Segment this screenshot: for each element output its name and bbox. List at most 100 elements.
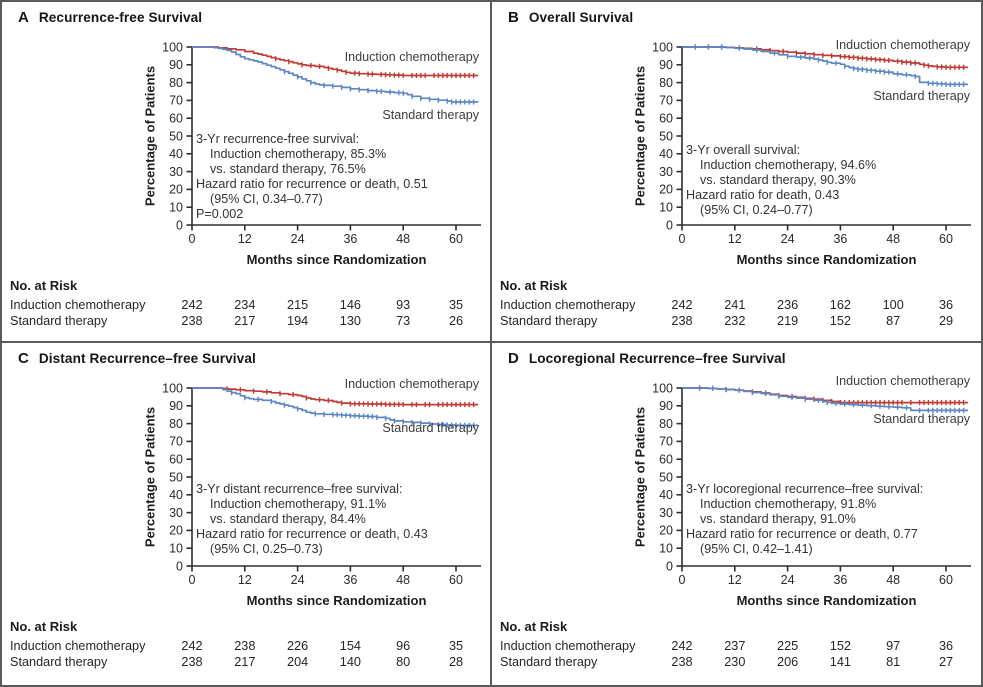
panel-locoregional-recurrence-free-survival: D Locoregional Recurrence–free Survival P… [492, 343, 981, 685]
annotation-line: 3-Yr distant recurrence–free survival: [196, 482, 403, 497]
y-tick-label: 80 [169, 417, 183, 431]
y-tick-label: 20 [659, 524, 673, 538]
annotation-block: 3-Yr recurrence-free survival: Induction … [196, 132, 476, 222]
km-curve [192, 387, 478, 427]
y-tick-label: 50 [169, 129, 183, 143]
y-tick-label: 60 [659, 453, 673, 467]
panel-letter: B [508, 9, 519, 26]
x-tick-label: 48 [886, 573, 900, 587]
x-tick-label: 36 [833, 573, 847, 587]
panel-letter: A [18, 9, 29, 26]
y-tick-label: 40 [659, 488, 673, 502]
y-tick-label: 30 [659, 165, 673, 179]
y-tick-label: 40 [169, 488, 183, 502]
y-tick-label: 100 [162, 381, 183, 395]
panel-title-text: Overall Survival [528, 10, 634, 25]
panel-letter: C [18, 350, 29, 367]
x-tick-label: 60 [939, 232, 953, 246]
series-label-induction: Induction chemotherapy [344, 377, 479, 392]
x-tick-label: 24 [781, 232, 795, 246]
annotation-line: Induction chemotherapy, 91.8% [700, 497, 877, 512]
x-tick-label: 12 [728, 573, 742, 587]
panel-title-text: Locoregional Recurrence–free Survival [528, 351, 786, 366]
x-axis-title: Months since Randomization [246, 593, 427, 608]
x-axis-title: Months since Randomization [736, 593, 917, 608]
x-tick-label: 12 [238, 573, 252, 587]
x-tick-label: 0 [679, 573, 686, 587]
annotation-line: (95% CI, 0.42–1.41) [700, 542, 813, 557]
y-tick-label: 100 [652, 40, 673, 54]
x-tick-label: 12 [238, 232, 252, 246]
x-tick-label: 24 [291, 232, 305, 246]
x-tick-label: 48 [396, 573, 410, 587]
km-curve [682, 46, 968, 86]
annotation-line: Induction chemotherapy, 94.6% [700, 158, 877, 173]
y-tick-label: 90 [169, 58, 183, 72]
y-tick-label: 70 [659, 94, 673, 108]
series-label-standard: Standard therapy [873, 412, 970, 427]
annotation-block: 3-Yr locoregional recurrence–free surviv… [686, 482, 966, 557]
annotation-line: 3-Yr recurrence-free survival: [196, 131, 360, 146]
y-tick-label: 30 [169, 506, 183, 520]
annotation-line: (95% CI, 0.24–0.77) [700, 203, 813, 218]
panel-title-text: Distant Recurrence–free Survival [38, 351, 256, 366]
annotation-block: 3-Yr distant recurrence–free survival: In… [196, 482, 476, 557]
y-tick-label: 90 [659, 58, 673, 72]
km-curve [682, 387, 968, 404]
annotation-line: 3-Yr overall survival: [686, 143, 801, 158]
panel-distant-recurrence-free-survival: C Distant Recurrence–free Survival Percen… [2, 343, 492, 685]
annotation-line: Induction chemotherapy, 85.3% [210, 146, 387, 161]
km-chart: 0 10 20 30 40 50 60 70 80 90 100 0 12 24 36 48 60 [652, 381, 971, 587]
annotation-line: (95% CI, 0.25–0.73) [210, 542, 323, 557]
series-label-induction: Induction chemotherapy [344, 49, 479, 64]
km-curve [682, 387, 968, 412]
x-tick-label: 36 [343, 573, 357, 587]
x-axis-title: Months since Randomization [736, 252, 917, 267]
y-tick-label: 70 [169, 435, 183, 449]
y-tick-label: 90 [659, 399, 673, 413]
y-tick-label: 50 [659, 129, 673, 143]
y-tick-label: 0 [176, 559, 183, 573]
y-tick-label: 100 [652, 381, 673, 395]
x-tick-label: 48 [396, 232, 410, 246]
x-tick-label: 0 [679, 232, 686, 246]
y-tick-label: 70 [659, 435, 673, 449]
y-tick-label: 50 [169, 470, 183, 484]
y-tick-label: 40 [659, 147, 673, 161]
y-tick-label: 100 [162, 40, 183, 54]
y-tick-label: 70 [169, 94, 183, 108]
annotation-line: 3-Yr locoregional recurrence–free surviv… [686, 482, 924, 497]
y-tick-label: 0 [666, 559, 673, 573]
panel-title: B Overall Survival [508, 9, 633, 27]
x-tick-label: 0 [189, 232, 196, 246]
y-tick-label: 10 [659, 542, 673, 556]
annotation-line: (95% CI, 0.34–0.77) [210, 191, 323, 206]
panel-letter: D [508, 350, 519, 367]
y-tick-label: 60 [169, 453, 183, 467]
panel-title: A Recurrence-free Survival [18, 9, 202, 27]
y-tick-label: 0 [666, 218, 673, 232]
annotation-line: vs. standard therapy, 84.4% [210, 512, 366, 527]
y-tick-label: 60 [169, 112, 183, 126]
x-tick-label: 36 [343, 232, 357, 246]
y-tick-label: 10 [169, 201, 183, 215]
annotation-block: 3-Yr overall survival: Induction chemothe… [686, 143, 966, 218]
y-tick-label: 80 [659, 417, 673, 431]
panel-recurrence-free-survival: A Recurrence-free Survival Percentage of … [2, 2, 492, 343]
annotation-line: vs. standard therapy, 76.5% [210, 161, 366, 176]
series-label-standard: Standard therapy [873, 88, 970, 103]
km-chart: 0 10 20 30 40 50 60 70 80 90 100 0 12 24 36 48 60 [162, 381, 481, 587]
y-tick-label: 90 [169, 399, 183, 413]
annotation-line: Hazard ratio for death, 0.43 [686, 188, 840, 203]
annotation-line: Hazard ratio for recurrence or death, 0.… [196, 176, 428, 191]
x-tick-label: 24 [291, 573, 305, 587]
y-tick-label: 0 [176, 218, 183, 232]
panel-title: D Locoregional Recurrence–free Survival [508, 350, 786, 368]
annotation-line: Induction chemotherapy, 91.1% [210, 497, 387, 512]
y-tick-label: 30 [169, 165, 183, 179]
x-tick-label: 12 [728, 232, 742, 246]
y-tick-label: 80 [659, 76, 673, 90]
km-chart: 0 10 20 30 40 50 60 70 80 90 100 0 12 24 36 48 60 [162, 40, 481, 246]
y-tick-label: 30 [659, 506, 673, 520]
